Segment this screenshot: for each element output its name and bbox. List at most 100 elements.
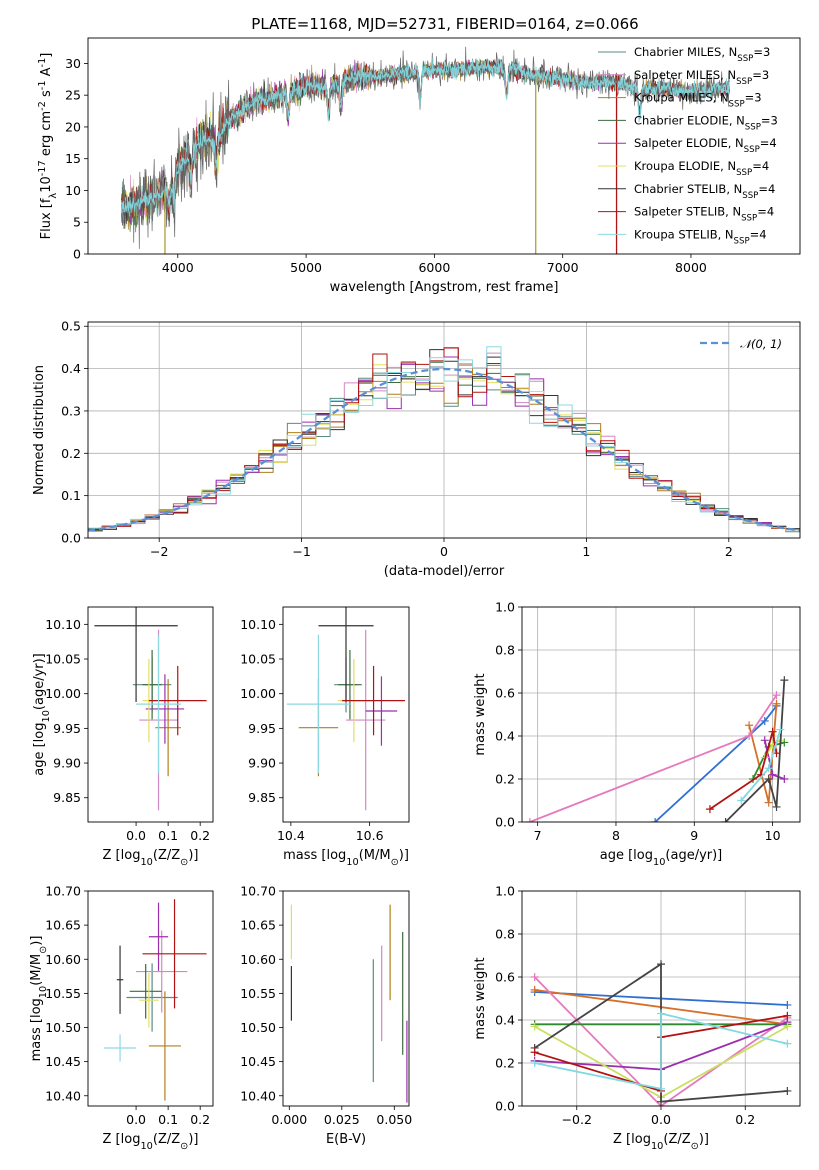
y-tick-label: 0.6: [495, 686, 515, 701]
y-tick-label: 0.4: [61, 361, 81, 376]
weight-point-marker: [651, 818, 660, 822]
legend-label: Chabrier STELIB, NSSP=4: [634, 182, 775, 201]
x-tick-label: 0.050: [376, 1112, 412, 1127]
error-bars: [286, 607, 406, 811]
x-tick-label: 6000: [418, 260, 450, 275]
x-tick-label: 1: [582, 544, 590, 559]
x-tick-label: 0.2: [190, 1112, 210, 1127]
x-tick-label: 0.2: [190, 828, 210, 843]
y-tick-label: 0.8: [495, 643, 515, 658]
y-tick-label: 0.6: [495, 970, 515, 985]
y-tick-label: 0.8: [495, 927, 515, 942]
y-tick-label: 15: [65, 151, 81, 166]
weight-point-marker: [764, 764, 773, 773]
weight-vs-metallicity-panel: −0.2 0.0 0.2 0.0 0.2 0.4 0.6 0.8 1.0 Z [log10(Z/Z…: [473, 884, 801, 1152]
y-tick-label: 1.0: [495, 884, 515, 899]
weight-series-line: [529, 694, 778, 822]
weight-point-marker: [783, 1011, 792, 1020]
y-axis-label: Flux [fλ10-17 erg cm-2 s-1 A-1]: [37, 53, 59, 240]
y-tick-label: 9.95: [248, 721, 276, 736]
spectrum-lines: [120, 46, 730, 254]
weight-point-marker: [780, 676, 789, 685]
error-bars: [104, 899, 207, 1101]
weight-point-marker: [764, 775, 773, 783]
weight-point-marker: [721, 818, 730, 822]
x-tick-label: 10.6: [356, 828, 384, 843]
plot-frame: [87, 606, 214, 823]
weight-point-marker: [657, 1084, 665, 1093]
y-tick-label: 10.05: [45, 652, 81, 667]
plot-frame: [521, 606, 801, 823]
y-tick-label: 10.70: [240, 884, 276, 899]
y-tick-label: 10.65: [45, 918, 81, 933]
legend-label: Kroupa MILES, NSSP=3: [634, 91, 762, 110]
age-vs-mass-panel: 10.4 10.6 9.85 9.90 9.95 10.00 10.05 10.10 mass …: [240, 606, 410, 868]
weight-series-line: [709, 731, 778, 810]
y-tick-label: 0.0: [61, 531, 81, 546]
histograms: [88, 346, 800, 538]
y-tick-label: 0.3: [61, 403, 81, 418]
x-tick-label: 0.1: [158, 828, 178, 843]
y-tick-label: 10.00: [240, 686, 276, 701]
x-axis-label: age [log10(age/yr)]: [600, 848, 723, 868]
x-axis-label: (data-model)/error: [384, 564, 505, 579]
weight-series-line: [724, 680, 786, 822]
x-axis-label: Z [log10(Z/Z⊙)]: [613, 1132, 709, 1152]
x-tick-label: 2: [725, 544, 733, 559]
y-axis-label: mass weight: [473, 673, 488, 755]
weight-point-marker: [772, 691, 781, 700]
legend-label: Chabrier MILES, NSSP=3: [634, 45, 770, 64]
y-tick-label: 0.0: [495, 815, 515, 830]
weight-point-marker: [760, 736, 769, 745]
y-tick-label: 0: [73, 247, 81, 262]
y-tick-label: 0.2: [61, 446, 81, 461]
x-tick-label: 7: [534, 828, 542, 843]
y-tick-label: 10.00: [45, 686, 81, 701]
x-tick-label: 7000: [547, 260, 579, 275]
plot-frame: [87, 890, 214, 1107]
histogram-step-line: [88, 346, 800, 538]
y-tick-label: 0.2: [495, 772, 515, 787]
y-tick-label: 0.4: [495, 1013, 515, 1028]
plot-frame: [282, 890, 410, 1107]
y-tick-label: 10.55: [240, 986, 276, 1001]
x-axis-label: E(B-V): [326, 1132, 366, 1147]
y-tick-label: 0.0: [495, 1099, 515, 1114]
weight-point-marker: [783, 1086, 792, 1095]
y-tick-label: 10.05: [240, 652, 276, 667]
legend-label: Salpeter MILES, NSSP=3: [634, 68, 769, 87]
weight-point-marker: [776, 725, 785, 734]
x-tick-label: 0: [440, 544, 448, 559]
weight-point-marker: [657, 1097, 665, 1106]
y-axis-label: mass [log10(M/M⊙)]: [29, 936, 49, 1062]
weight-point-marker: [530, 973, 539, 981]
x-tick-label: −0.2: [562, 1112, 592, 1127]
plot-frame: [521, 890, 801, 1107]
y-tick-label: 10.50: [45, 1020, 81, 1035]
x-tick-label: 0.000: [271, 1112, 307, 1127]
x-tick-label: 10: [765, 828, 781, 843]
spectrum-panel: 4000 5000 6000 7000 8000 0 5 10 15 20 25 30 waveleng…: [37, 37, 801, 295]
plot-frame: [87, 321, 801, 539]
y-tick-label: 25: [65, 88, 81, 103]
y-tick-label: 10.45: [45, 1054, 81, 1069]
weight-point-marker: [768, 727, 777, 736]
legend-label: Salpeter STELIB, NSSP=4: [634, 205, 774, 224]
weight-point-marker: [764, 798, 773, 807]
x-axis-label: Z [log10(Z/Z⊙)]: [103, 1132, 199, 1152]
weight-point-marker: [768, 770, 777, 779]
weight-point-marker: [780, 775, 789, 783]
x-tick-label: 5000: [290, 260, 322, 275]
weight-point-marker: [772, 699, 781, 708]
weight-point-marker: [745, 732, 754, 740]
weight-vs-age-panel: 7 8 9 10 0.0 0.2 0.4 0.6 0.8 1.0 age [log10(age/yr…: [473, 600, 801, 868]
x-tick-label: 0.1: [158, 1112, 178, 1127]
weight-point-marker: [705, 805, 714, 814]
y-tick-label: 9.95: [53, 721, 81, 736]
error-bars: [94, 607, 207, 811]
y-tick-label: 0.4: [495, 729, 515, 744]
x-tick-label: 0.0: [126, 828, 146, 843]
weight-point-marker: [772, 802, 781, 811]
y-tick-label: 0.1: [61, 488, 81, 503]
legend-label: Chabrier ELODIE, NSSP=3: [634, 113, 778, 132]
